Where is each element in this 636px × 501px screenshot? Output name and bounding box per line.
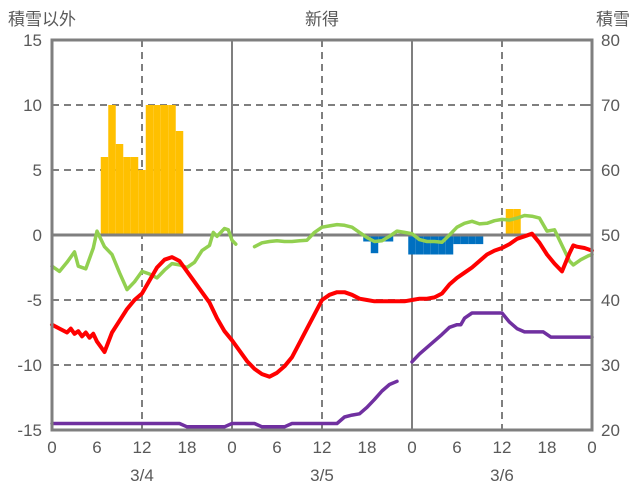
left-axis-title: 積雪以外	[8, 10, 76, 29]
rainfall-bars	[408, 235, 416, 255]
snowfall-bars	[100, 157, 109, 235]
rainfall-bars	[415, 235, 424, 255]
rainfall-bars	[370, 235, 379, 254]
snowfall-bars	[175, 131, 184, 235]
left-tick-label: 15	[23, 31, 42, 50]
hour-tick-label: 18	[538, 438, 557, 457]
right-tick-label: 40	[601, 291, 620, 310]
snowfall-bars	[115, 144, 124, 235]
hour-tick-label: 18	[178, 438, 197, 457]
left-tick-label: 0	[33, 226, 42, 245]
hour-tick-label: 12	[313, 438, 332, 457]
snowfall-bars	[505, 209, 514, 235]
snow-depth-line	[410, 311, 594, 364]
right-tick-label: 50	[601, 226, 620, 245]
hour-tick-label: 0	[227, 438, 236, 457]
rainfall-bars	[468, 235, 476, 245]
snowfall-bars	[160, 105, 169, 235]
rainfall-bars	[423, 235, 431, 255]
snowfall-bars	[168, 105, 176, 235]
right-tick-label: 70	[601, 96, 620, 115]
snow-depth-line	[50, 379, 399, 429]
date-label: 3/4	[130, 466, 154, 485]
right-tick-label: 30	[601, 356, 620, 375]
hour-tick-label: 6	[92, 438, 101, 457]
hour-tick-label: 12	[133, 438, 152, 457]
snowfall-bars	[138, 170, 146, 235]
left-tick-label: -5	[27, 291, 42, 310]
snowfall-bars	[145, 105, 154, 235]
hour-tick-label: 12	[493, 438, 512, 457]
green-temp-line	[50, 226, 238, 292]
rainfall-bars	[453, 235, 461, 245]
green-temp-line	[252, 213, 594, 267]
snowfall-bars	[153, 105, 161, 235]
snowfall-bars	[130, 157, 139, 235]
right-tick-label: 20	[601, 421, 620, 440]
snowfall-bars	[123, 157, 131, 235]
hour-tick-label: 6	[452, 438, 461, 457]
right-tick-label: 60	[601, 161, 620, 180]
snowfall-bars	[513, 209, 521, 235]
rainfall-bars	[430, 235, 439, 255]
red-temp-line	[50, 231, 594, 379]
rainfall-bars	[378, 235, 386, 242]
date-label: 3/5	[310, 466, 334, 485]
snowfall-bars	[108, 105, 116, 235]
left-tick-label: -15	[17, 421, 42, 440]
hour-tick-label: 18	[358, 438, 377, 457]
hour-tick-label: 0	[407, 438, 416, 457]
rainfall-bars	[460, 235, 469, 245]
rainfall-bars	[445, 235, 454, 255]
hour-tick-label: 0	[587, 438, 596, 457]
right-tick-label: 80	[601, 31, 620, 50]
chart-title: 新得	[305, 10, 339, 29]
left-tick-label: -10	[17, 356, 42, 375]
date-label: 3/6	[490, 466, 514, 485]
hour-tick-label: 6	[272, 438, 281, 457]
rainfall-bars	[438, 235, 446, 255]
right-axis-title: 積雪	[596, 10, 630, 29]
hour-tick-label: 0	[47, 438, 56, 457]
left-tick-label: 5	[33, 161, 42, 180]
left-tick-label: 10	[23, 96, 42, 115]
rainfall-bars	[475, 235, 484, 245]
